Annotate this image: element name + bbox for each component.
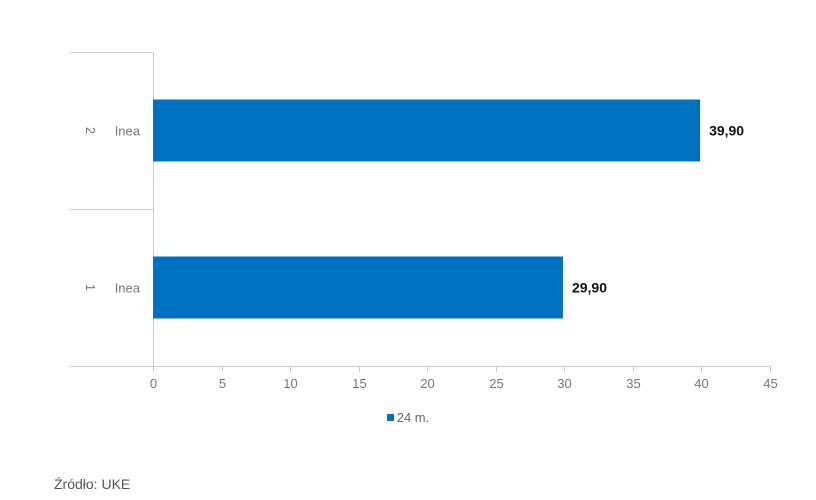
x-tick-label: 30: [557, 376, 571, 391]
chart-bars: [153, 99, 701, 319]
x-tick-label: 10: [283, 376, 297, 391]
x-tick-label: 35: [626, 376, 640, 391]
bar: [153, 256, 563, 319]
legend-series-name: 24 m.: [396, 410, 430, 425]
bar: [153, 99, 701, 162]
bar-value-label: 29,90: [572, 280, 607, 296]
bar-chart: 0 5 10 15 20 25 30 35 40 45 39,90 Inea 2 29,90 Inea 1: [70, 52, 778, 392]
chart-legend: 24 m.: [0, 410, 816, 425]
x-tick-label: 45: [763, 376, 777, 391]
category-rank-label: 2: [83, 127, 98, 134]
x-tick-label: 5: [219, 376, 226, 391]
category-label: Inea: [115, 281, 141, 296]
legend-swatch: [386, 414, 394, 421]
x-tick-label: 25: [489, 376, 503, 391]
chart-labels: 0 5 10 15 20 25 30 35 40 45 39,90 Inea 2 29,90 Inea 1: [83, 123, 778, 392]
x-tick-label: 20: [420, 376, 434, 391]
category-rank-label: 1: [83, 284, 98, 291]
bar-value-label: 39,90: [709, 123, 744, 139]
x-tick-label: 40: [694, 376, 708, 391]
category-label: Inea: [115, 124, 141, 139]
source-note: Źródło: UKE: [54, 476, 131, 492]
x-tick-label: 15: [352, 376, 366, 391]
x-tick-label: 0: [150, 376, 157, 391]
